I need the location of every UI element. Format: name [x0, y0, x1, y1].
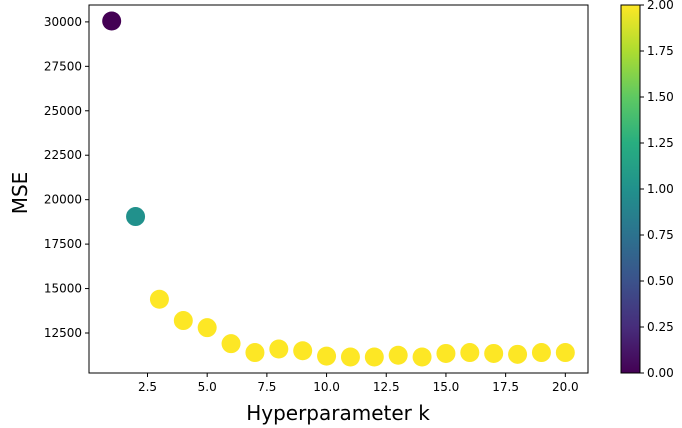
data-point — [508, 344, 528, 364]
data-point — [126, 207, 146, 227]
data-point — [340, 347, 360, 367]
data-point — [388, 345, 408, 365]
colorbar-tick-label: 2.00 — [647, 0, 674, 12]
data-point — [149, 289, 169, 309]
colorbar-tick-label: 1.75 — [647, 44, 674, 58]
x-tick-label: 7.5 — [257, 380, 276, 394]
y-axis-title: MSE — [8, 172, 32, 215]
y-tick-label: 25000 — [44, 104, 82, 118]
data-point — [364, 347, 384, 367]
x-tick-label: 15.0 — [433, 380, 460, 394]
colorbar-tick-label: 1.00 — [647, 182, 674, 196]
data-point — [245, 343, 265, 363]
data-point — [197, 318, 217, 338]
data-point — [484, 343, 504, 363]
colorbar — [620, 4, 641, 374]
data-point — [412, 347, 432, 367]
data-point — [460, 343, 480, 363]
colorbar-tick-label: 0.75 — [647, 228, 674, 242]
data-point — [269, 339, 289, 359]
data-point — [531, 343, 551, 363]
data-point — [173, 311, 193, 331]
colorbar-tick-label: 1.50 — [647, 90, 674, 104]
y-tick-label: 27500 — [44, 59, 82, 73]
y-tick-label: 12500 — [44, 326, 82, 340]
y-axis-ticks: 12500 15000 17500 20000 22500 25000 27500 30000 — [44, 15, 89, 340]
y-tick-label: 30000 — [44, 15, 82, 29]
x-tick-label: 5.0 — [198, 380, 217, 394]
plot-frame — [88, 4, 589, 374]
data-point — [102, 11, 122, 31]
colorbar-tick-label: 0.25 — [647, 320, 674, 334]
x-tick-label: 20.0 — [552, 380, 579, 394]
x-axis-ticks: 2.5 5.0 7.5 10.0 12.5 15.0 17.5 20.0 — [138, 373, 579, 394]
data-point — [555, 343, 575, 363]
data-point — [317, 346, 337, 366]
y-tick-label: 17500 — [44, 237, 82, 251]
data-point — [436, 343, 456, 363]
x-tick-label: 2.5 — [138, 380, 157, 394]
data-point — [221, 334, 241, 354]
colorbar-tick-label: 0.00 — [647, 366, 674, 380]
x-tick-label: 10.0 — [313, 380, 340, 394]
x-tick-label: 17.5 — [492, 380, 519, 394]
data-point — [293, 341, 313, 361]
x-tick-label: 12.5 — [373, 380, 400, 394]
colorbar-ticks: 0.00 0.25 0.50 0.75 1.00 1.25 1.50 1.75 2.00 — [640, 0, 674, 380]
y-tick-label: 22500 — [44, 148, 82, 162]
x-axis-title: Hyperparameter k — [246, 401, 430, 425]
colorbar-tick-label: 0.50 — [647, 274, 674, 288]
y-tick-label: 15000 — [44, 282, 82, 296]
data-points — [102, 11, 575, 367]
y-tick-label: 20000 — [44, 193, 82, 207]
colorbar-tick-label: 1.25 — [647, 136, 674, 150]
